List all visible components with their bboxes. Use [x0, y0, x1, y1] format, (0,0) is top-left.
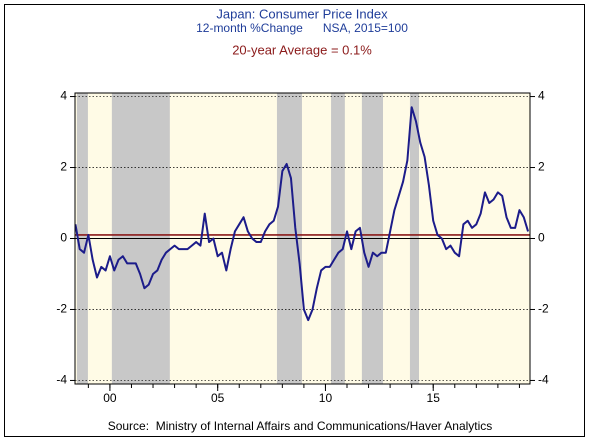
y-tick-label: 2 — [60, 160, 67, 174]
y-tick-label: -2 — [56, 302, 67, 316]
x-tick-label: 10 — [319, 391, 333, 405]
source: Source: Ministry of Internal Affairs and… — [108, 419, 493, 433]
y-tick-label: 4 — [60, 89, 67, 103]
y2-tick-label: 2 — [538, 160, 545, 174]
data-line — [74, 106, 530, 322]
chart-subtitle: 12-month %Change NSA, 2015=100 — [196, 21, 408, 35]
annotation: 20-year Average = 0.1% — [232, 42, 372, 57]
x-tick-label: 05 — [211, 391, 225, 405]
plot-border — [74, 92, 531, 385]
y2-tick-label: 0 — [538, 231, 545, 245]
chart-title: Japan: Consumer Price Index — [216, 6, 388, 21]
x-tick-label: 15 — [427, 391, 441, 405]
y-tick-label: 0 — [60, 231, 67, 245]
x-tick-label: 00 — [103, 391, 117, 405]
y-tick-label: -4 — [56, 373, 67, 387]
y2-tick-label: -4 — [538, 373, 549, 387]
y2-tick-label: -2 — [538, 302, 549, 316]
y2-tick-label: 4 — [538, 89, 545, 103]
